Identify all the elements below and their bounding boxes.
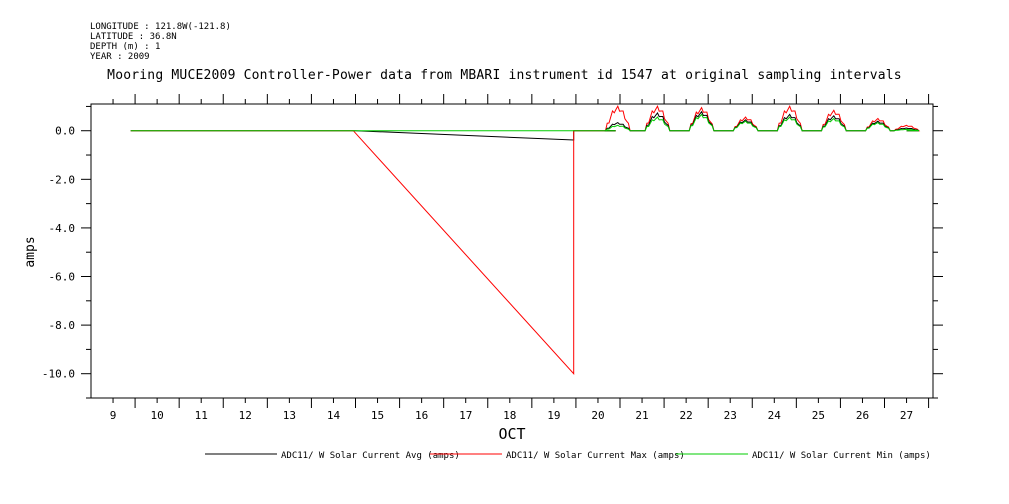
x-tick-label: 19 <box>547 409 560 422</box>
x-tick-label: 16 <box>415 409 428 422</box>
tick-marks <box>81 94 943 408</box>
x-tick-label: 17 <box>459 409 472 422</box>
y-axis-label: amps <box>23 236 38 267</box>
x-axis-label: OCT <box>498 425 525 443</box>
series-line-avg <box>130 130 616 141</box>
y-tick-label: -10.0 <box>42 368 75 381</box>
x-tick-label: 27 <box>900 409 913 422</box>
chart-axes <box>90 103 934 399</box>
legend-label: ADC11/ W Solar Current Max (amps) <box>506 451 685 461</box>
x-tick-label: 23 <box>724 409 737 422</box>
chart-legend: ADC11/ W Solar Current Avg (amps) ADC11/ … <box>205 451 931 461</box>
x-tick-label: 24 <box>768 409 782 422</box>
x-tick-label: 15 <box>371 409 384 422</box>
y-tick-label: -4.0 <box>49 222 76 235</box>
x-tick-label: 13 <box>283 409 296 422</box>
daily-peaks-max <box>604 104 921 132</box>
longitude-text: LONGITUDE : 121.8W(-121.8) <box>90 22 231 32</box>
station-metadata: LONGITUDE : 121.8W(-121.8) LATITUDE : 36… <box>90 22 231 62</box>
x-tick-label: 25 <box>812 409 825 422</box>
x-tick-label: 9 <box>110 409 117 422</box>
x-tick-label: 26 <box>856 409 869 422</box>
x-tick-label: 21 <box>635 409 648 422</box>
x-tick-label: 12 <box>239 409 252 422</box>
x-tick-label: 22 <box>680 409 693 422</box>
legend-label: ADC11/ W Solar Current Min (amps) <box>752 451 931 461</box>
x-tick-label: 20 <box>591 409 604 422</box>
latitude-text: LATITUDE : 36.8N <box>90 32 177 42</box>
y-tick-label: -2.0 <box>49 173 76 186</box>
depth-text: DEPTH (m) : 1 <box>90 42 161 52</box>
y-tick-label: 0.0 <box>55 125 75 138</box>
series-line-max <box>130 130 616 375</box>
series-lines <box>130 104 921 375</box>
x-tick-label: 14 <box>327 409 341 422</box>
tick-labels: 9 10 11 12 13 14 15 16 17 18 19 20 21 22 23 24 25 26 27 0.0… <box>42 125 913 422</box>
x-tick-label: 11 <box>195 409 208 422</box>
year-text: YEAR : 2009 <box>90 52 150 62</box>
y-tick-label: -8.0 <box>49 319 76 332</box>
chart-title: Mooring MUCE2009 Controller-Power data f… <box>107 68 902 83</box>
plot-frame <box>90 103 934 399</box>
x-tick-label: 18 <box>503 409 516 422</box>
y-tick-label: -6.0 <box>49 271 76 284</box>
daily-peaks-min <box>604 113 920 132</box>
x-tick-label: 10 <box>151 409 164 422</box>
legend-label: ADC11/ W Solar Current Avg (amps) <box>281 451 460 461</box>
